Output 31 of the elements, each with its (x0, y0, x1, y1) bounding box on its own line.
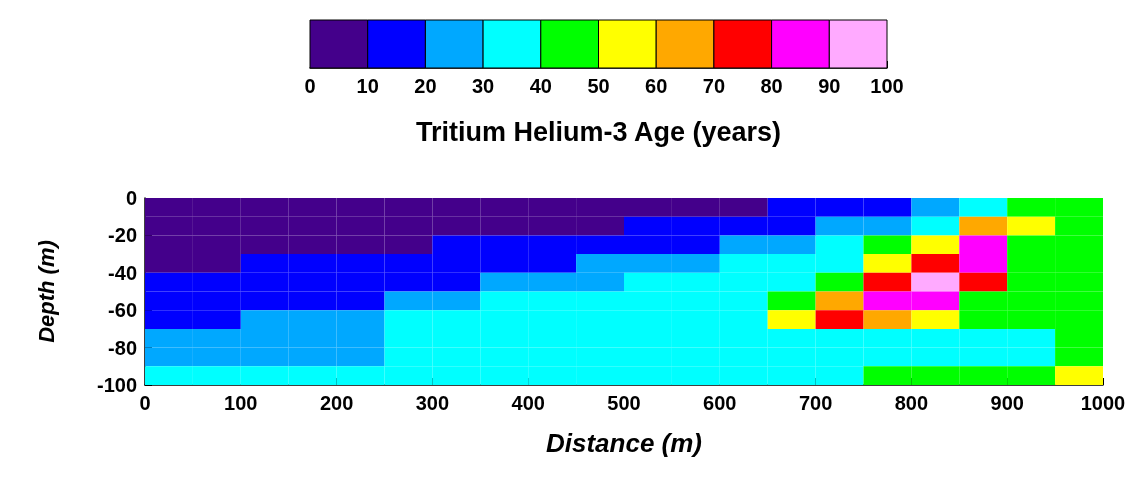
color-bar-label: 0 (304, 75, 316, 97)
y-tick-label: -80 (108, 336, 137, 359)
color-bar-label: 10 (356, 75, 379, 97)
color-bar-label: 20 (414, 75, 437, 97)
color-bar-label: 100 (870, 75, 904, 97)
y-tick-label: 0 (125, 187, 137, 209)
x-tick-label: 400 (511, 392, 545, 414)
x-tick-label: 200 (319, 392, 354, 414)
x-tick-label: 900 (990, 392, 1024, 414)
x-tick-label: 800 (894, 392, 929, 414)
y-tick-label: -20 (108, 224, 137, 247)
color-bar-label: 90 (818, 75, 841, 97)
color-bar-title: Tritium Helium-3 Age (years) (415, 116, 782, 147)
x-tick-label: 600 (703, 392, 737, 414)
color-bar-label: 30 (471, 75, 495, 97)
color-bar-label: 40 (529, 75, 552, 97)
y-tick-label: -60 (108, 299, 137, 322)
x-tick-label: 0 (139, 392, 151, 414)
x-tick-label: 700 (798, 392, 833, 414)
x-axis-title: Distance (m) (545, 428, 703, 458)
x-tick-label: 100 (224, 392, 258, 414)
color-bar-label: 80 (760, 75, 783, 97)
x-tick-label: 500 (607, 392, 641, 414)
x-tick-label: 300 (415, 392, 450, 414)
y-tick-label: -40 (108, 261, 137, 284)
x-tick-label: 1000 (1080, 392, 1126, 414)
color-bar-label: 60 (645, 75, 668, 97)
y-axis-title: Depth (m) (33, 240, 59, 343)
color-bar-label: 70 (702, 75, 726, 97)
y-tick-label: -100 (96, 374, 137, 396)
color-bar-label: 50 (587, 75, 610, 97)
